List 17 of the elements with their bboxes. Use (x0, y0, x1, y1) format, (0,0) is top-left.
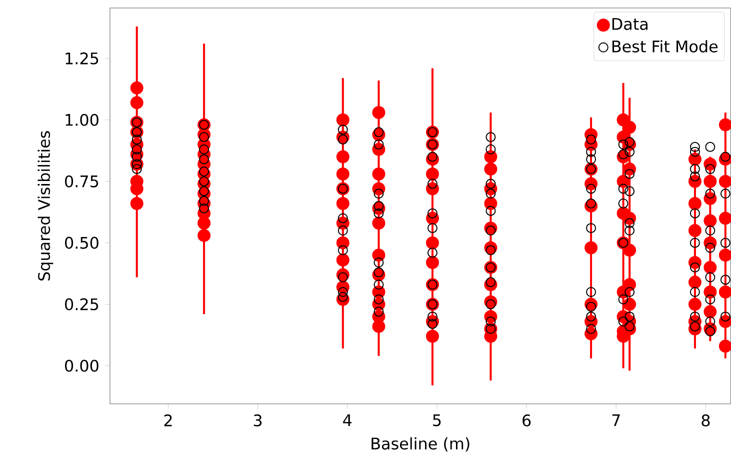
x-tick-label: 6 (522, 414, 531, 426)
x-tick-label: 5 (433, 414, 441, 426)
legend-label: Best Fit Mode (612, 40, 718, 53)
x-tick-label: 4 (343, 414, 352, 426)
y-axis-title: Squared Visibilities (38, 131, 54, 281)
x-tick-label: 3 (254, 414, 262, 426)
y-tick-label: 0.50 (65, 236, 98, 249)
y-tick-label: 0.00 (65, 360, 98, 372)
legend-label: Data (612, 18, 648, 30)
x-axis-title: Baseline (m) (372, 437, 470, 452)
y-tick-label: 0.75 (65, 175, 98, 188)
x-tick-label: 8 (702, 414, 710, 426)
y-tick-label: 0.25 (65, 298, 98, 310)
x-tick-label: 7 (612, 414, 620, 426)
y-tick-label: 1.25 (66, 52, 98, 64)
y-tick-label: 1.00 (66, 114, 98, 126)
x-tick-label: 2 (164, 414, 172, 426)
